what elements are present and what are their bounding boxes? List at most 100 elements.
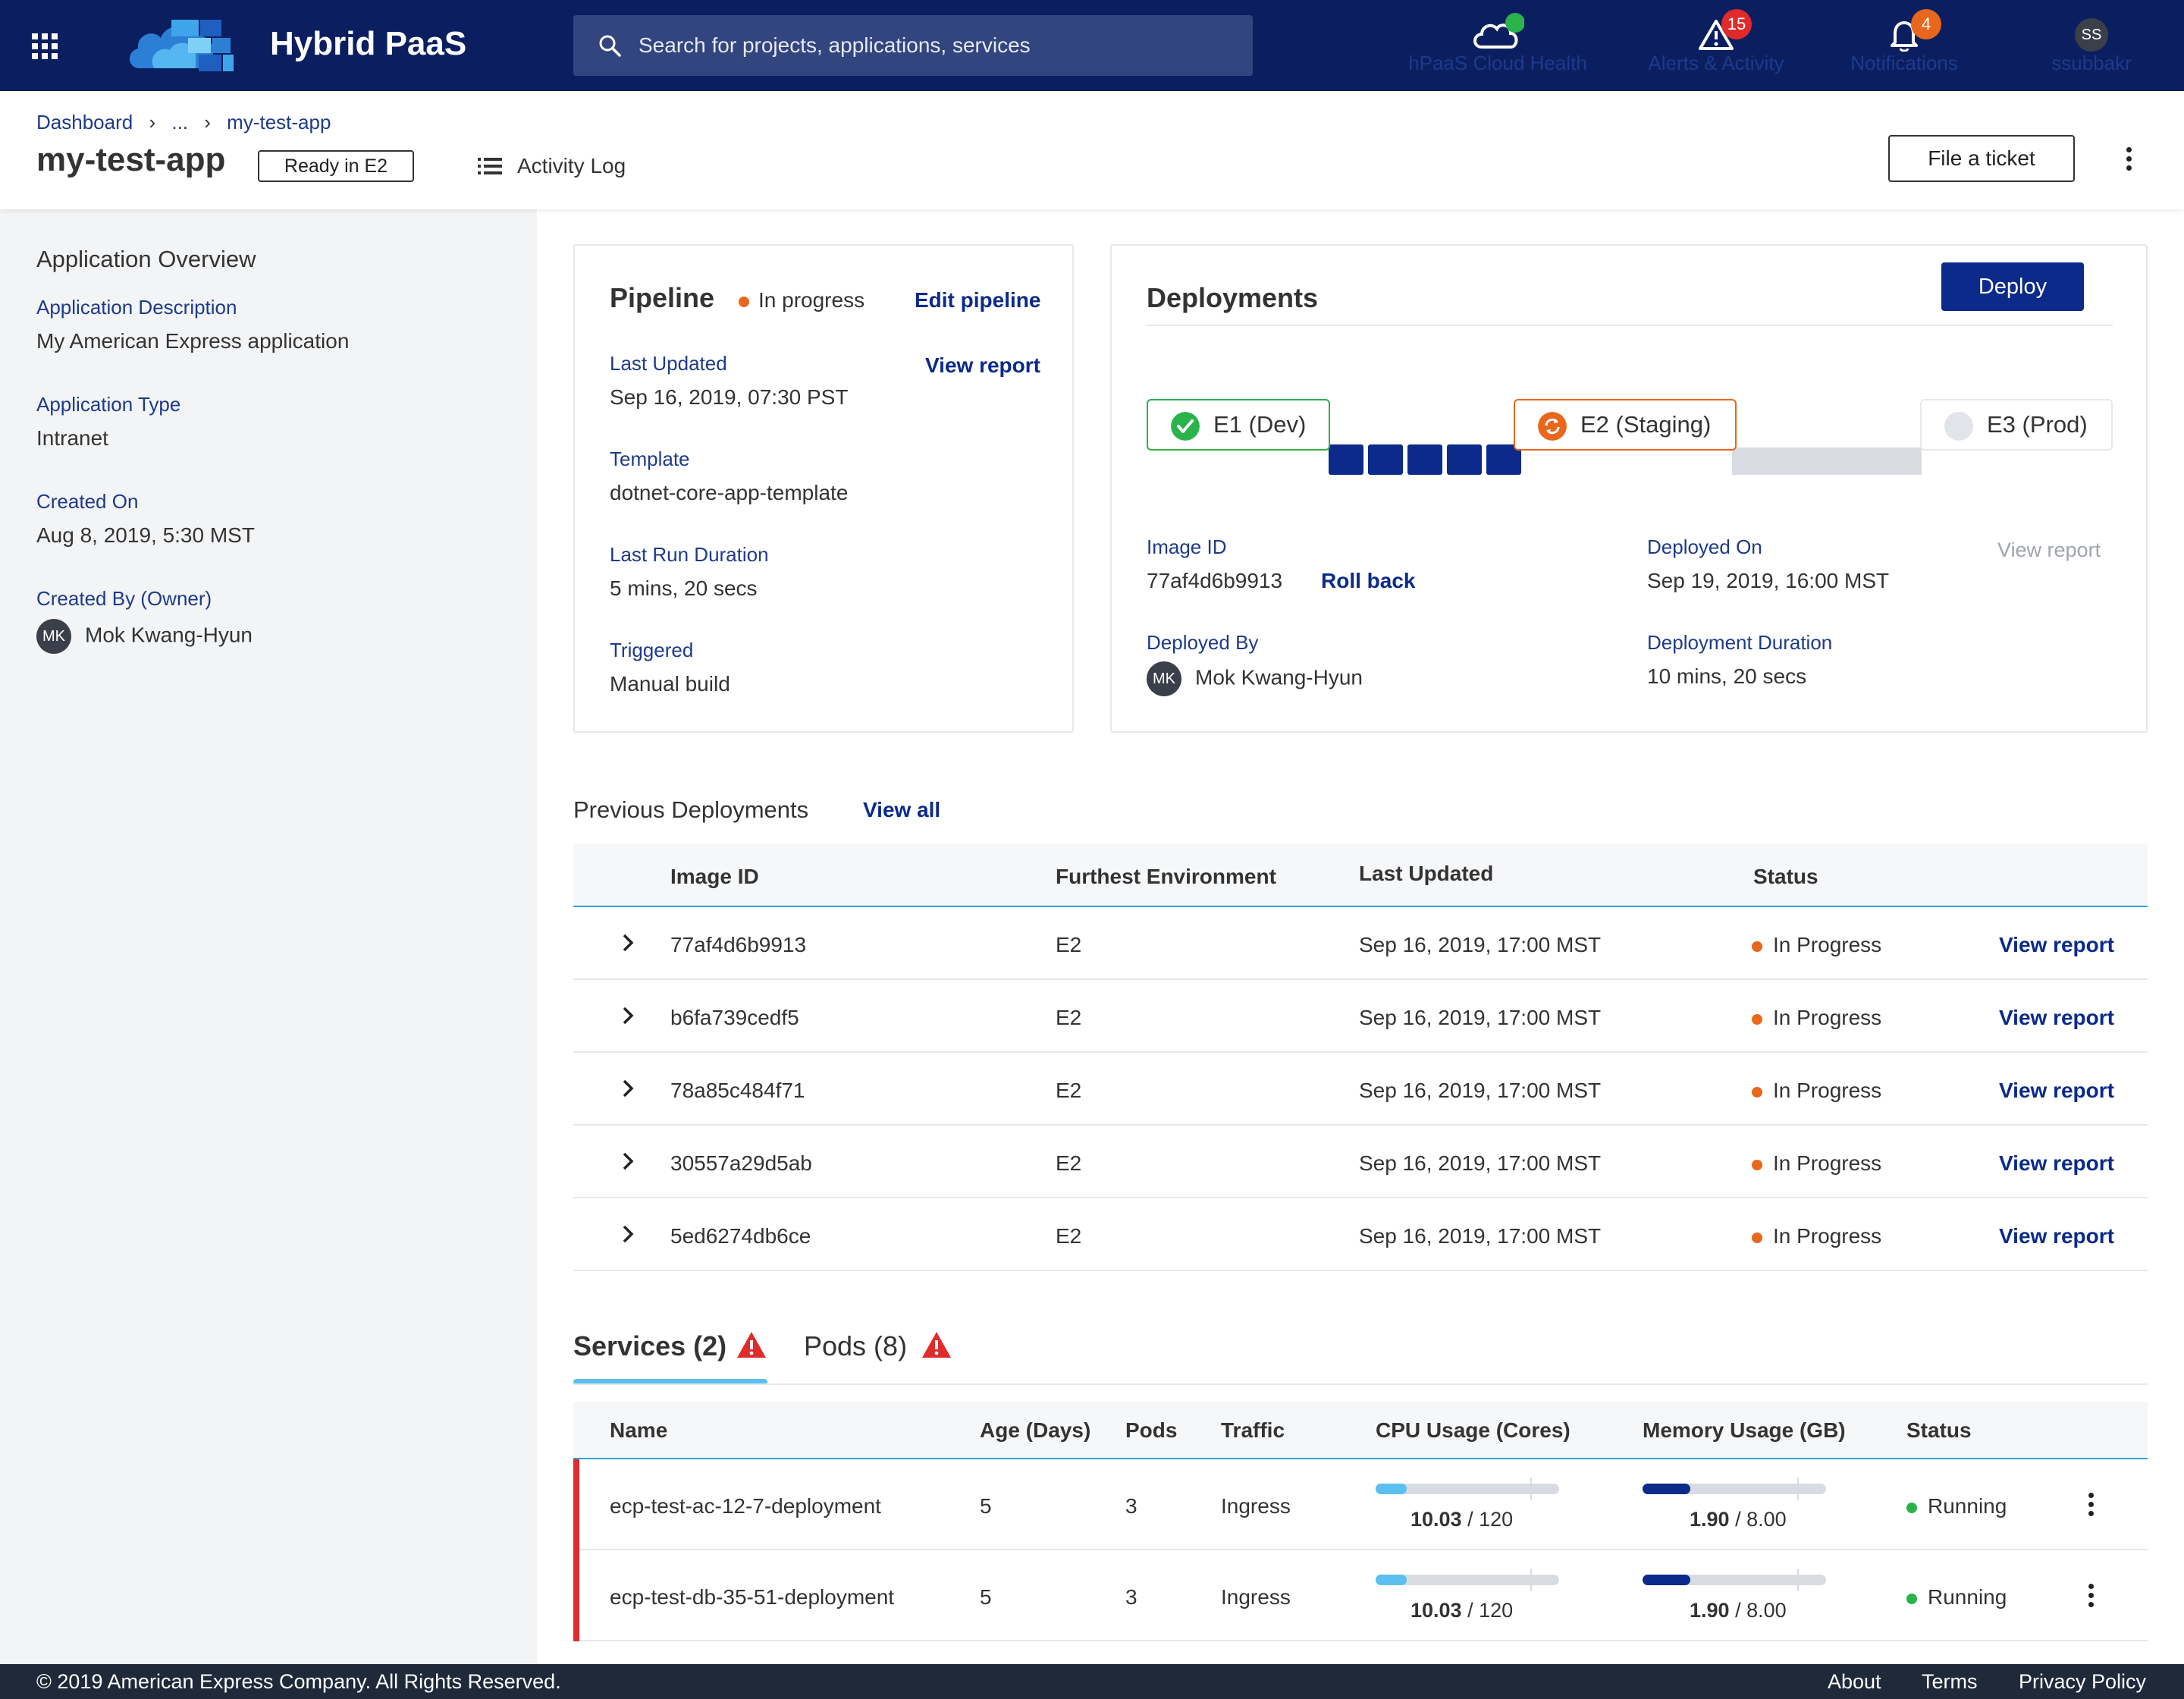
rollback-link[interactable]: Roll back [1321, 569, 1416, 592]
cpu-total: / 120 [1467, 1508, 1514, 1531]
search-icon [599, 35, 621, 57]
breadcrumb-current[interactable]: my-test-app [227, 111, 331, 133]
type-label: Application Type [36, 393, 181, 416]
table-row[interactable]: ecp-test-ac-12-7-deployment 5 3 Ingress … [573, 1459, 2148, 1550]
triggered-label: Triggered [610, 639, 694, 661]
last-updated-cell: Sep 16, 2019, 17:00 MST [1359, 1079, 1602, 1102]
owner-name: Mok Kwang-Hyun [85, 623, 253, 647]
env-e2-label: E2 (Staging) [1580, 411, 1712, 438]
deploy-button[interactable]: Deploy [1941, 262, 2084, 311]
breadcrumb-ellipsis[interactable]: ... [171, 111, 189, 133]
column-header[interactable]: Last Updated [1359, 862, 1494, 885]
view-report-link[interactable]: View report [1999, 1224, 2114, 1248]
tab-services[interactable]: Services (2) [573, 1330, 726, 1362]
env-e1-label: E1 (Dev) [1213, 411, 1307, 438]
view-report-link[interactable]: View report [925, 353, 1040, 377]
created-on-value: Aug 8, 2019, 5:30 MST [36, 523, 255, 547]
chevron-right-icon[interactable] [622, 1079, 634, 1098]
column-header[interactable]: Image ID [670, 865, 759, 888]
alert-triangle-icon [1699, 20, 1734, 50]
view-report-link-disabled[interactable]: View report [1997, 539, 2101, 561]
status-dot-icon [1906, 1593, 1917, 1604]
table-row[interactable]: 5ed6274db6ce E2 Sep 16, 2019, 17:00 MST … [573, 1198, 2148, 1271]
table-row[interactable]: 77af4d6b9913 E2 Sep 16, 2019, 17:00 MST … [573, 907, 2148, 980]
alerts-count-badge: 15 [1721, 9, 1752, 39]
table-row[interactable]: 30557a29d5ab E2 Sep 16, 2019, 17:00 MST … [573, 1126, 2148, 1198]
view-report-link[interactable]: View report [1999, 933, 2114, 956]
row-options-icon[interactable] [2087, 1493, 2095, 1516]
triggered-value: Manual build [610, 672, 730, 696]
column-header[interactable]: Name [610, 1418, 668, 1442]
notifications-label: Notifications [1850, 52, 1958, 74]
chevron-right-icon[interactable] [622, 1006, 634, 1025]
cpu-threshold-tick [1530, 1569, 1532, 1591]
edit-pipeline-link[interactable]: Edit pipeline [915, 288, 1041, 312]
top-navigation-bar: Hybrid PaaS hPaaS Cloud Health 15 Alerts… [0, 0, 2184, 91]
warning-icon [922, 1332, 951, 1358]
privacy-policy-link[interactable]: Privacy Policy [2019, 1670, 2147, 1693]
status-cell: In Progress [1752, 1151, 1881, 1176]
column-header[interactable]: Memory Usage (GB) [1643, 1418, 1846, 1442]
cpu-usage-text: 10.03 / 120 [1410, 1599, 1513, 1622]
chevron-right-icon[interactable] [622, 933, 634, 953]
column-header[interactable]: Age (Days) [980, 1418, 1091, 1442]
deployed-by-label: Deployed By [1147, 631, 1259, 654]
env-e3-prod[interactable]: E3 (Prod) [1920, 399, 2113, 451]
column-header[interactable]: Status [1753, 865, 1818, 888]
notifications-nav[interactable]: 4 Notifications [1838, 0, 1970, 91]
about-link[interactable]: About [1828, 1670, 1881, 1693]
status-label: In Progress [1773, 1079, 1882, 1102]
status-dot-icon [1752, 1013, 1762, 1025]
file-ticket-button[interactable]: File a ticket [1888, 135, 2075, 182]
activity-log-label: Activity Log [517, 154, 626, 177]
user-name: ssubbakr [2051, 52, 2132, 74]
tab-pods[interactable]: Pods (8) [804, 1330, 907, 1362]
activity-log-link[interactable]: Activity Log [478, 150, 626, 182]
chevron-right-icon[interactable] [622, 1224, 634, 1244]
view-report-link[interactable]: View report [1999, 1151, 2114, 1175]
view-all-link[interactable]: View all [863, 798, 941, 821]
divider [1147, 325, 2113, 326]
env-e1-dev[interactable]: E1 (Dev) [1147, 399, 1330, 451]
column-header[interactable]: Pods [1125, 1418, 1178, 1442]
global-search[interactable] [573, 15, 1253, 76]
view-report-link[interactable]: View report [1999, 1006, 2114, 1029]
avatar: MK [1147, 661, 1181, 696]
status-dot-icon [1752, 941, 1762, 952]
app-launcher-icon[interactable] [32, 33, 58, 59]
more-options-icon[interactable] [2125, 147, 2132, 171]
prod-track [1732, 448, 1922, 475]
previous-deployments-title: Previous Deployments [573, 796, 809, 823]
progress-segment [1447, 444, 1482, 475]
active-tab-indicator [573, 1379, 767, 1385]
status-dot-icon [739, 296, 749, 307]
pipeline-status: In progress [739, 288, 864, 312]
last-updated-cell: Sep 16, 2019, 17:00 MST [1359, 1224, 1602, 1248]
alerts-label: Alerts & Activity [1648, 52, 1784, 74]
cloud-health-nav[interactable]: hPaaS Cloud Health [1398, 0, 1597, 91]
copyright-text: © 2019 American Express Company. All Rig… [36, 1670, 561, 1693]
app-name[interactable]: Hybrid PaaS [270, 25, 467, 62]
image-id-cell: 77af4d6b9913 [670, 933, 807, 956]
user-menu[interactable]: SS ssubbakr [2032, 0, 2151, 91]
breadcrumb-dashboard[interactable]: Dashboard [36, 111, 133, 133]
table-row[interactable]: b6fa739cedf5 E2 Sep 16, 2019, 17:00 MST … [573, 980, 2148, 1053]
column-header[interactable]: Traffic [1221, 1418, 1285, 1442]
terms-link[interactable]: Terms [1922, 1670, 1978, 1693]
table-row[interactable]: 78a85c484f71 E2 Sep 16, 2019, 17:00 MST … [573, 1053, 2148, 1126]
column-header[interactable]: Furthest Environment [1056, 865, 1276, 888]
memory-usage-bar [1643, 1478, 1826, 1500]
status-label: In Progress [1773, 933, 1882, 956]
search-input[interactable] [639, 15, 1230, 76]
column-header[interactable]: Status [1906, 1418, 1972, 1442]
status-label: In Progress [1773, 1006, 1882, 1029]
deployment-duration-label: Deployment Duration [1647, 631, 1833, 654]
table-row[interactable]: ecp-test-db-35-51-deployment 5 3 Ingress… [573, 1550, 2148, 1641]
column-header[interactable]: CPU Usage (Cores) [1376, 1418, 1571, 1442]
row-options-icon[interactable] [2087, 1584, 2095, 1607]
chevron-right-icon[interactable] [622, 1151, 634, 1171]
env-e2-staging[interactable]: E2 (Staging) [1514, 399, 1737, 451]
cpu-threshold-tick [1530, 1478, 1532, 1500]
alerts-nav[interactable]: 15 Alerts & Activity [1636, 0, 1796, 91]
view-report-link[interactable]: View report [1999, 1079, 2114, 1102]
